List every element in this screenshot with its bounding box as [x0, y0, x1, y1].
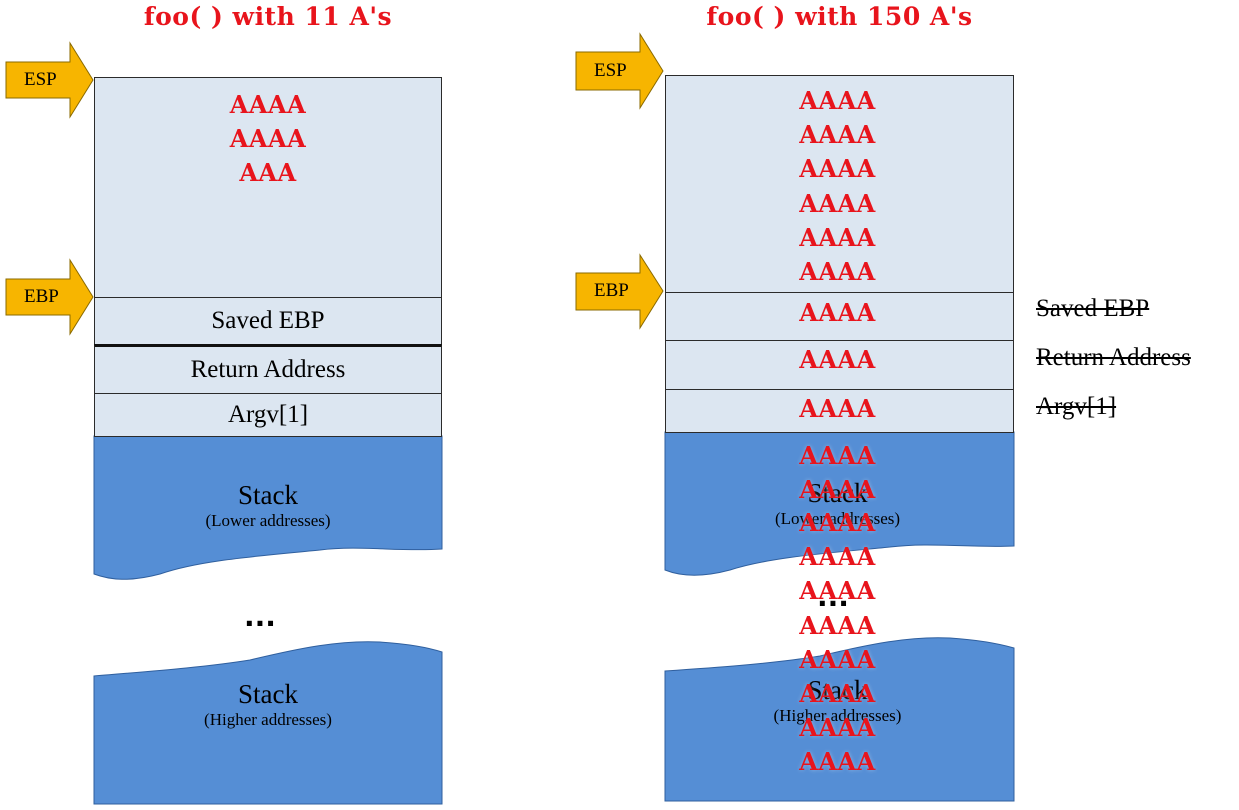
- overflow-line: AAAA: [799, 475, 876, 504]
- stack-lower-subtitle: (Lower addresses): [774, 509, 901, 528]
- buffer-line-right: AAAA: [799, 223, 876, 252]
- esp-label-left: ESP: [24, 69, 57, 90]
- stack-higher-title: Stack: [238, 679, 298, 709]
- buffer-line-right: AAAA: [799, 257, 876, 286]
- esp-label-right: ESP: [594, 60, 627, 81]
- argv-row-left: Argv[1]: [94, 393, 442, 437]
- overflow-line: AAAA: [799, 679, 876, 708]
- stack-lower-block-left: [93, 435, 443, 580]
- stack-higher-label-left: Stack (Higher addresses): [94, 679, 442, 730]
- buffer-line-left: AAAA: [229, 90, 307, 119]
- esp-arrow-right: [575, 32, 664, 110]
- argv-label: Argv[1]: [227, 401, 309, 428]
- stack-higher-subtitle: (Higher addresses): [204, 710, 332, 729]
- overflow-line: AAAA: [799, 645, 876, 674]
- stack-higher-block-right: [664, 637, 1015, 802]
- stack-lower-subtitle: (Lower addresses): [205, 511, 331, 530]
- overflow-line: AAAA: [799, 713, 876, 742]
- buffer-line-left: AAAA: [229, 124, 307, 153]
- stack-lower-block-right: [664, 431, 1015, 576]
- saved-ebp-overwritten-value: AAAA: [799, 298, 876, 327]
- stack-higher-block-left: [93, 641, 443, 805]
- saved-ebp-row-left: Saved EBP: [94, 297, 442, 345]
- overflow-line: AAAA: [799, 542, 876, 571]
- overflow-line: AAAA: [799, 508, 876, 537]
- overflow-line: AAAA: [799, 611, 876, 640]
- stack-lower-label-left: Stack (Lower addresses): [94, 480, 442, 531]
- overflow-line: AAAA: [799, 747, 876, 776]
- ebp-arrow-left: [5, 258, 94, 336]
- struck-saved-ebp-label: Saved EBP: [1036, 295, 1150, 322]
- ellipsis-left: ...: [244, 600, 276, 633]
- buffer-line-right: AAAA: [799, 154, 876, 183]
- stack-lower-title: Stack: [238, 480, 298, 510]
- ebp-arrow-right: [575, 253, 664, 330]
- buffer-region-right: [665, 75, 1014, 293]
- buffer-line-right: AAAA: [799, 86, 876, 115]
- overflow-line: AAAA: [799, 576, 876, 605]
- saved-ebp-label: Saved EBP: [211, 307, 325, 334]
- ellipsis-right: ...: [817, 580, 849, 613]
- left-title: foo( ) with 11 A's: [143, 2, 393, 31]
- stack-higher-title: Stack: [807, 675, 868, 705]
- buffer-line-left: AAA: [239, 158, 297, 187]
- stack-lower-label-right: Stack (Lower addresses): [665, 478, 1010, 529]
- overflow-line: AAAA: [799, 441, 876, 470]
- saved-ebp-row-right: [665, 292, 1014, 341]
- esp-arrow-left: [5, 41, 94, 119]
- stack-higher-label-right: Stack (Higher addresses): [665, 675, 1010, 726]
- struck-argv-label: Argv[1]: [1036, 393, 1117, 420]
- return-address-label: Return Address: [190, 356, 346, 383]
- stack-higher-subtitle: (Higher addresses): [773, 706, 902, 725]
- argv-overwritten-value: AAAA: [799, 394, 876, 423]
- buffer-region-left: [94, 77, 442, 298]
- stack-lower-title: Stack: [807, 478, 868, 508]
- buffer-line-right: AAAA: [799, 189, 876, 218]
- return-address-row-left: Return Address: [94, 344, 442, 394]
- ebp-label-right: EBP: [594, 280, 629, 301]
- ebp-label-left: EBP: [24, 286, 59, 307]
- right-title: foo( ) with 150 A's: [706, 2, 973, 31]
- struck-return-address-label: Return Address: [1036, 344, 1191, 371]
- return-address-overwritten-value: AAAA: [799, 345, 876, 374]
- buffer-line-right: AAAA: [799, 120, 876, 149]
- argv-row-right: [665, 389, 1014, 433]
